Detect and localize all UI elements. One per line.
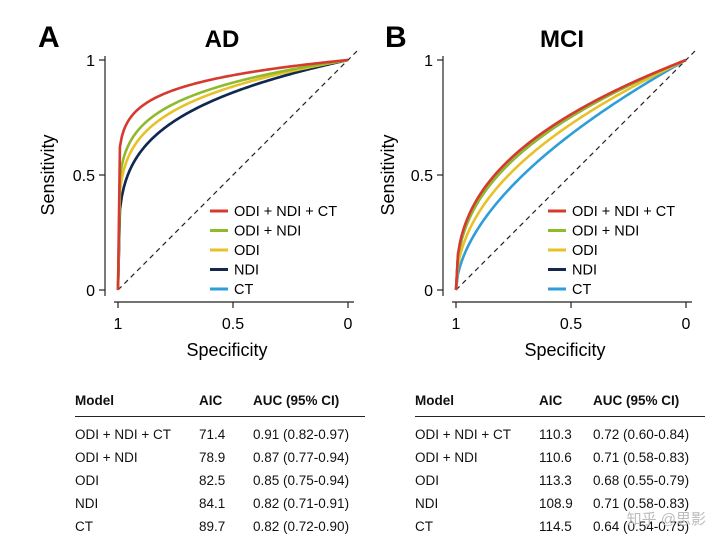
x-tick-label: 1 <box>114 316 123 333</box>
chart-title: MCI <box>540 26 584 53</box>
legend-label: ODI + NDI <box>572 224 639 240</box>
table-mci: Model AIC AUC (95% CI) ODI + NDI + CT 11… <box>415 388 705 538</box>
header-aic: AIC <box>539 393 563 408</box>
x-tick-label: 1 <box>452 316 461 333</box>
roc-charts: A AD 0 0.5 1 1 0.5 0 Specificity Sensitivity ODI +… <box>38 21 697 360</box>
header-auc: AUC (95% CI) <box>253 393 340 408</box>
cell-auc: 0.72 (0.60-0.84) <box>593 427 690 442</box>
y-tick-label: 1 <box>86 53 95 70</box>
cell-aic: 110.6 <box>539 450 572 465</box>
y-tick-label: 0 <box>86 283 95 300</box>
table-rule <box>415 416 705 417</box>
table-rule <box>75 416 365 417</box>
cell-model: CT <box>415 519 433 534</box>
cell-model: ODI <box>75 473 100 488</box>
table-row: CT 89.7 0.82 (0.72-0.90) <box>75 515 365 538</box>
x-tick-label: 0 <box>682 316 691 333</box>
table-row: ODI + NDI + CT 110.3 0.72 (0.60-0.84) <box>415 423 705 446</box>
x-axis-label: Specificity <box>524 340 605 360</box>
y-tick-label: 0.5 <box>411 168 433 185</box>
cell-model: CT <box>75 519 93 534</box>
cell-auc: 0.71 (0.58-0.83) <box>593 496 690 511</box>
legend-label: ODI + NDI + CT <box>572 204 675 220</box>
cell-aic: 82.5 <box>199 473 226 488</box>
header-model: Model <box>75 393 114 408</box>
y-axis-label: Sensitivity <box>378 134 398 215</box>
legend-label: ODI + NDI + CT <box>234 204 337 220</box>
cell-aic: 89.7 <box>199 519 226 534</box>
roc-curve <box>116 58 349 291</box>
table-row: ODI + NDI + CT 71.4 0.91 (0.82-0.97) <box>75 423 365 446</box>
header-aic: AIC <box>199 393 223 408</box>
cell-model: ODI <box>415 473 440 488</box>
cell-aic: 110.3 <box>539 427 572 442</box>
panel-letter: B <box>385 21 407 54</box>
cell-auc: 0.71 (0.58-0.83) <box>593 450 690 465</box>
cell-auc: 0.82 (0.71-0.91) <box>253 496 350 511</box>
watermark: 知乎 @思影 <box>626 511 706 528</box>
cell-aic: 78.9 <box>199 450 226 465</box>
x-axis-label: Specificity <box>186 340 267 360</box>
panel-letter: A <box>38 21 60 54</box>
cell-auc: 0.85 (0.75-0.94) <box>253 473 350 488</box>
chart-title: AD <box>205 26 240 53</box>
legend-label: NDI <box>234 263 259 279</box>
header-model: Model <box>415 393 454 408</box>
roc-curve <box>116 58 349 291</box>
cell-aic: 84.1 <box>199 496 226 511</box>
table-ad: Model AIC AUC (95% CI) ODI + NDI + CT 71… <box>75 388 365 538</box>
cell-model: ODI + NDI <box>75 450 138 465</box>
y-tick-label: 0.5 <box>73 168 95 185</box>
cell-aic: 113.3 <box>539 473 572 488</box>
roc-curve <box>116 58 349 291</box>
table-row: NDI 84.1 0.82 (0.71-0.91) <box>75 492 365 515</box>
y-tick-label: 1 <box>424 53 433 70</box>
cell-aic: 108.9 <box>539 496 573 511</box>
cell-model: NDI <box>415 496 439 511</box>
legend-label: ODI + NDI <box>234 224 301 240</box>
chance-diagonal <box>455 49 697 291</box>
legend-label: CT <box>572 282 591 298</box>
x-tick-label: 0.5 <box>560 316 582 333</box>
cell-auc: 0.82 (0.72-0.90) <box>253 519 350 534</box>
table-row: ODI 82.5 0.85 (0.75-0.94) <box>75 469 365 492</box>
cell-auc: 0.68 (0.55-0.79) <box>593 473 690 488</box>
x-tick-label: 0 <box>344 316 353 333</box>
cell-aic: 71.4 <box>199 427 226 442</box>
table-header: Model AIC AUC (95% CI) <box>75 388 365 414</box>
y-tick-label: 0 <box>424 283 433 300</box>
cell-aic: 114.5 <box>539 519 572 534</box>
roc-curve <box>454 58 687 291</box>
legend-label: NDI <box>572 263 597 279</box>
chance-diagonal <box>117 49 359 291</box>
cell-auc: 0.87 (0.77-0.94) <box>253 450 350 465</box>
legend-label: ODI <box>572 243 598 259</box>
legend-label: ODI <box>234 243 260 259</box>
table-row: ODI 113.3 0.68 (0.55-0.79) <box>415 469 705 492</box>
cell-model: ODI + NDI + CT <box>415 427 512 442</box>
legend-label: CT <box>234 282 253 298</box>
cell-auc: 0.64 (0.54-0.75) <box>593 519 690 534</box>
cell-model: NDI <box>75 496 99 511</box>
y-axis-label: Sensitivity <box>38 134 58 215</box>
cell-model: ODI + NDI + CT <box>75 427 172 442</box>
header-auc: AUC (95% CI) <box>593 393 680 408</box>
cell-model: ODI + NDI <box>415 450 478 465</box>
roc-curve <box>454 58 687 291</box>
table-row: CT 114.5 0.64 (0.54-0.75) <box>415 515 705 538</box>
cell-auc: 0.91 (0.82-0.97) <box>253 427 350 442</box>
table-header: Model AIC AUC (95% CI) <box>415 388 705 414</box>
table-row: ODI + NDI 110.6 0.71 (0.58-0.83) <box>415 446 705 469</box>
x-tick-label: 0.5 <box>222 316 244 333</box>
roc-curve <box>454 58 687 291</box>
table-row: NDI 108.9 0.71 (0.58-0.83) <box>415 492 705 515</box>
table-row: ODI + NDI 78.9 0.87 (0.77-0.94) <box>75 446 365 469</box>
